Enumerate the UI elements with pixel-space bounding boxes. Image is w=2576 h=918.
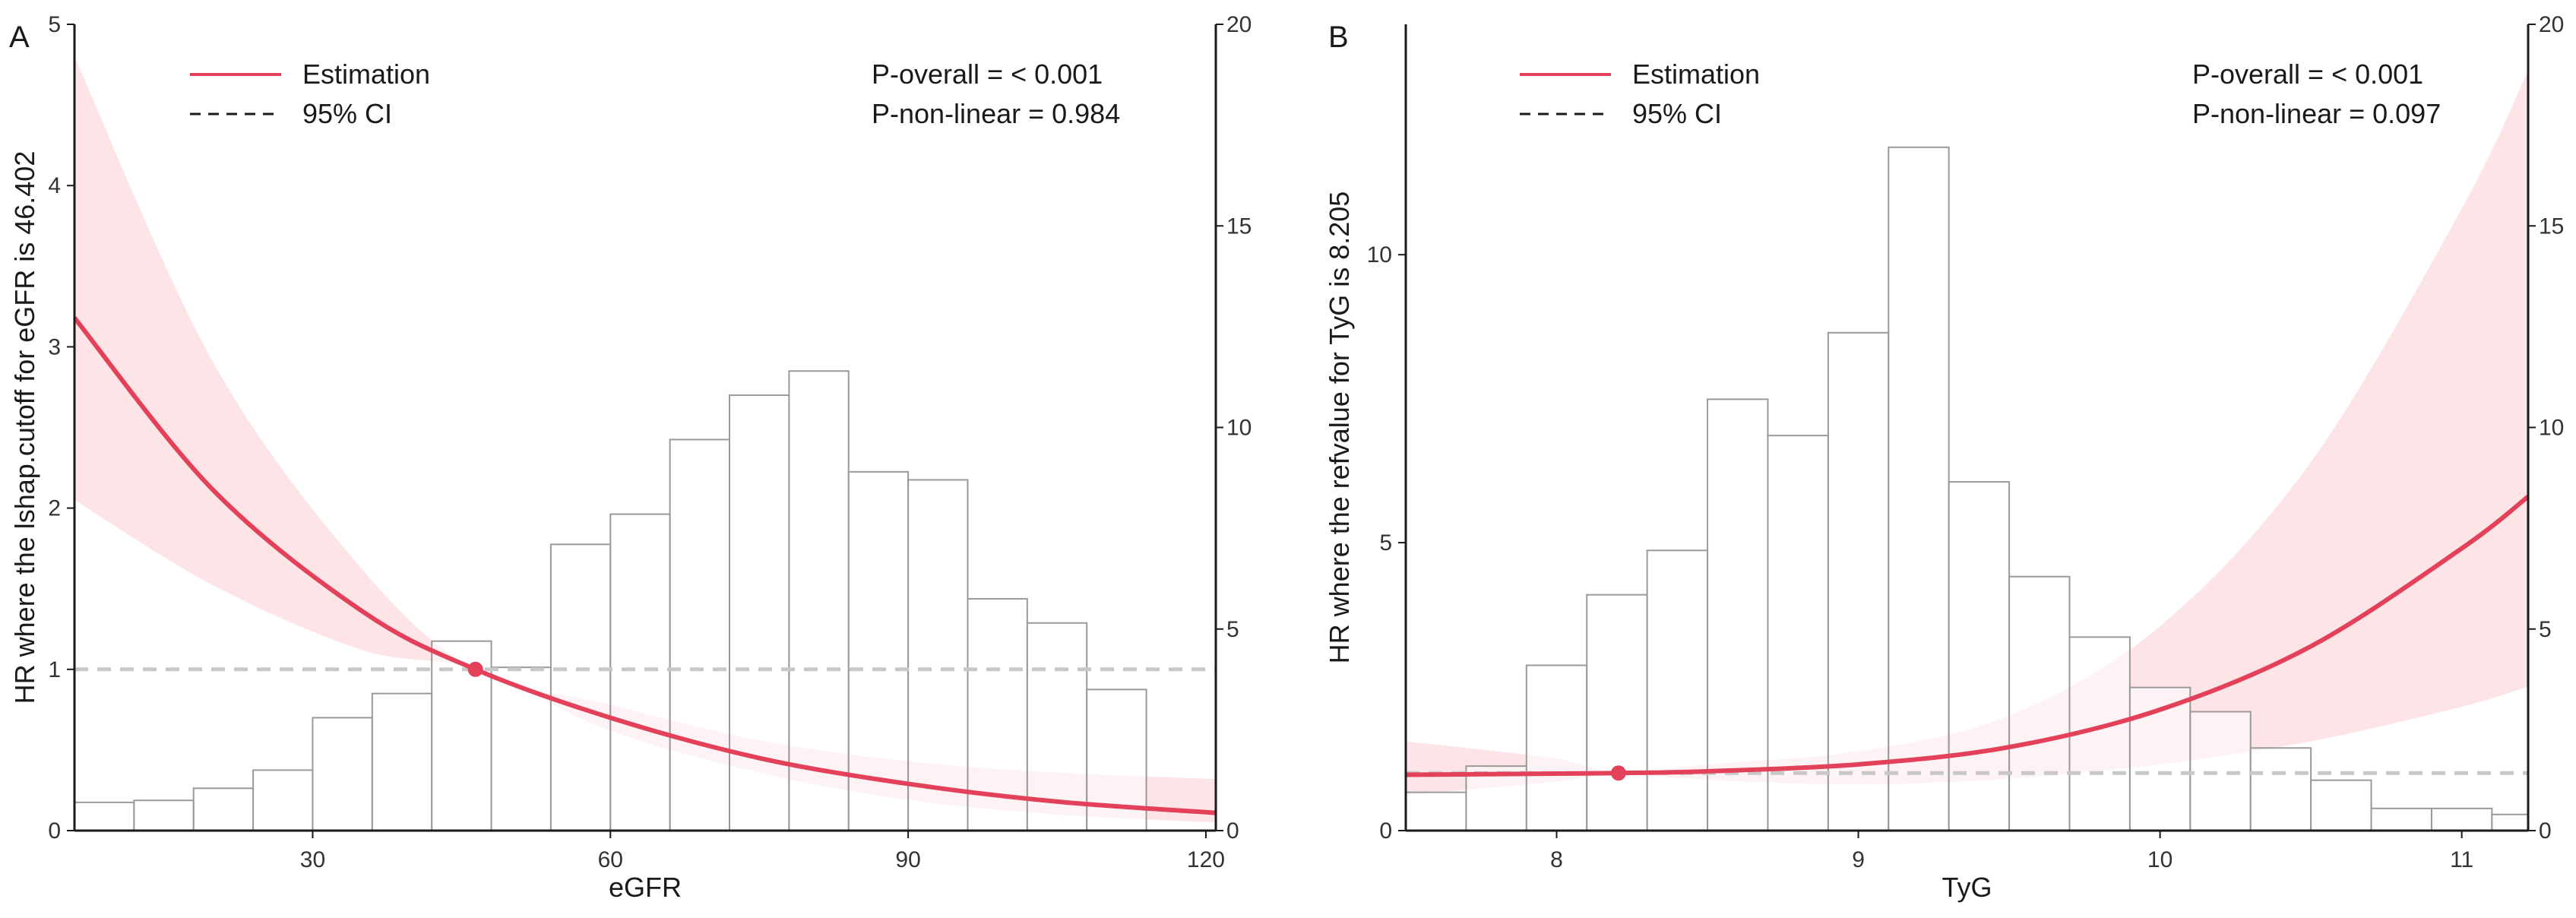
y-tick-label: 5 [48,12,61,37]
histogram-bar [1525,664,1588,831]
y-tick-label: 0 [48,818,61,844]
histogram-bar [2370,807,2432,831]
y-tick-label: 10 [1367,242,1392,267]
x-tick-label: 30 [300,847,325,872]
x-tick-label: 60 [598,847,623,872]
y-axis-title: HR where the lshap.cutoff for eGFR is 46… [9,151,40,704]
panel-b: 0 5 10 0 5 10 15 20 8 9 10 11 TyG HR where the refval… [1324,12,2564,903]
histogram-bar [1465,765,1527,831]
y-tick-label: 3 [48,334,61,359]
histogram-bar [74,801,135,831]
histogram-bar [609,513,671,831]
histogram-bar [788,370,850,831]
y2-tick-label: 0 [1226,818,1239,844]
histogram-bar [1888,146,1950,831]
histogram-bar [252,769,314,831]
histogram-bar [1406,791,1467,831]
p-value-annotation: P-non-linear = 0.984 [872,98,1120,129]
histogram-bar [847,470,910,831]
legend: Estimation 95% CI [190,59,430,129]
histogram-bar [2491,813,2528,831]
x-tick-label: 9 [1852,847,1865,872]
x-tick-label: 8 [1550,847,1563,872]
histogram-bar [2430,807,2493,831]
x-axis-title: TyG [1941,872,1992,903]
y2-tick-label: 20 [1226,12,1252,37]
legend: Estimation 95% CI [1520,59,1760,129]
histogram-bar [192,787,255,831]
histogram-bar [669,438,731,831]
reference-point [1610,765,1626,781]
histogram-bar [371,692,433,831]
histogram-bar [312,717,373,831]
histogram-bar [729,394,790,831]
legend-estimation-label: Estimation [302,59,430,90]
x-axis-title: eGFR [609,872,682,903]
reference-point [467,661,483,677]
plot-area [74,56,1216,831]
plot-area [1406,70,2528,831]
y-tick-label: 0 [1379,818,1392,844]
histogram-bar [2189,711,2252,831]
p-value-annotation: P-overall = < 0.001 [872,59,1103,90]
legend-estimation-label: Estimation [1632,59,1760,90]
histogram-bar [907,479,969,831]
histogram-bar [2249,747,2312,831]
panel-label: A [9,21,30,54]
y-tick-label: 1 [48,657,61,682]
legend-ci-label: 95% CI [302,98,392,129]
p-value-annotation: P-non-linear = 0.097 [2192,98,2441,129]
x-tick-label: 11 [2450,847,2473,872]
p-value-annotation: P-overall = < 0.001 [2192,59,2423,90]
x-tick-label: 120 [1187,847,1225,872]
estimation-line [74,316,1216,815]
histogram-bar [1827,331,1890,831]
histogram-bar [2310,779,2372,831]
y-tick-label: 4 [48,173,61,198]
y2-tick-label: 5 [1226,617,1239,642]
histogram-bar [2008,575,2071,831]
histogram-bar [1948,481,2011,831]
y2-tick-label: 15 [1226,214,1252,239]
histogram-bar [1586,594,1648,831]
panel-a: 0 1 2 3 4 5 0 5 10 15 20 30 60 90 120 eGFR HR where the … [9,12,1252,903]
y2-tick-label: 15 [2539,214,2564,239]
axes: 0 5 10 0 5 10 15 20 8 9 10 11 [1367,12,2565,872]
histogram-bar [549,543,612,831]
y2-tick-label: 0 [2539,818,2552,844]
estimation-line [1406,495,2528,777]
y2-tick-label: 10 [1226,416,1252,441]
axes: 0 1 2 3 4 5 0 5 10 15 20 30 60 90 120 [48,12,1252,872]
histogram-bar [133,799,195,831]
ci-band [1406,70,2528,796]
histogram-bar [1707,398,1769,831]
y-tick-label: 2 [48,496,61,521]
ci-band [74,56,1216,823]
y2-tick-label: 20 [2539,12,2564,37]
x-tick-label: 10 [2147,847,2173,872]
y2-tick-label: 10 [2539,416,2564,441]
y-axis-title: HR where the refvalue for TyG is 8.205 [1324,192,1355,664]
histogram-bar [490,666,552,831]
y-tick-label: 5 [1379,530,1392,556]
x-tick-label: 90 [895,847,920,872]
y2-tick-label: 5 [2539,617,2552,642]
legend-ci-label: 95% CI [1632,98,1722,129]
histogram-bar [1026,622,1088,831]
histogram-bar [1646,549,1709,831]
panel-label: B [1328,21,1349,54]
